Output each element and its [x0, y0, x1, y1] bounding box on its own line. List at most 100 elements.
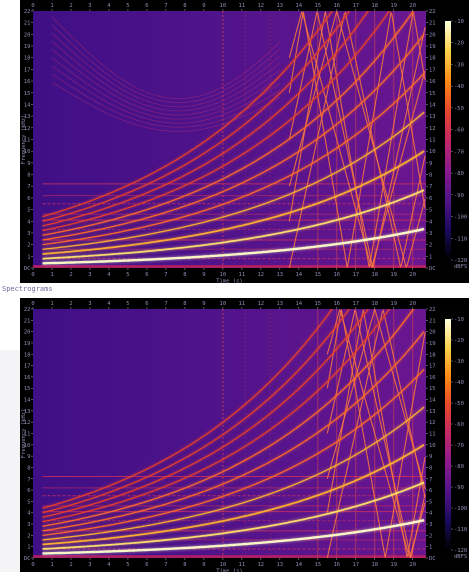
colorbar-unit: dBFS	[454, 264, 467, 270]
y-tick-label: 13	[24, 114, 31, 120]
y-tick-label: 21	[24, 318, 31, 324]
colorbar-tick-label: -70	[454, 149, 464, 155]
x-tick-label: 5	[126, 272, 129, 278]
y-tick-label-right: 19	[429, 341, 436, 347]
colorbar-tick-label: -20	[454, 338, 464, 344]
x-tick-label-top: 17	[352, 3, 359, 9]
x-tick-label: 10	[220, 272, 227, 278]
harmonic-curve	[42, 189, 425, 260]
y-tick-label: 16	[24, 375, 31, 381]
x-tick-label-top: 7	[164, 301, 167, 307]
caption-label: Spectrograms	[2, 285, 53, 293]
colorbar-tick-label: -80	[454, 171, 464, 177]
colorbar-tick-label: -90	[454, 193, 464, 199]
y-tick-label: 2	[27, 243, 30, 249]
y-tick-label-right: 14	[429, 102, 436, 108]
x-tick-label: 2	[69, 562, 72, 568]
y-tick-label: 10	[24, 443, 31, 449]
x-tick-label: 14	[295, 562, 302, 568]
colorbar-tick-label: -30	[454, 359, 464, 365]
x-tick-label: 1	[50, 272, 53, 278]
y-tick-label: 17	[24, 67, 31, 73]
page-background	[0, 350, 20, 572]
y-tick-label-right: 2	[429, 243, 432, 249]
y-axis-label: Frequency (kHz)	[21, 409, 27, 459]
y-tick-label-right: 19	[429, 44, 436, 50]
y-tick-label-right: 17	[429, 67, 436, 73]
y-tick-label: 18	[24, 352, 31, 358]
y-tick-label: 3	[27, 231, 30, 237]
y-tick-label: 10	[24, 149, 31, 155]
colorbar-tick-label: -80	[454, 464, 464, 470]
alias-arc	[51, 81, 280, 132]
x-tick-label-top: 9	[202, 301, 205, 307]
x-tick-label: 11	[239, 562, 246, 568]
x-tick-label: 15	[314, 272, 321, 278]
x-tick-label-top: 3	[88, 301, 91, 307]
alias-zigzag	[326, 309, 426, 558]
x-tick-label-top: 2	[69, 301, 72, 307]
plot-area	[33, 11, 426, 268]
y-tick-label-right: 15	[429, 386, 436, 392]
y-tick-label: 5	[27, 499, 30, 505]
x-axis: 0011223344556677889910101111121213131414…	[31, 3, 416, 283]
x-tick-label: 6	[145, 562, 148, 568]
y-tick-label-right: 20	[429, 330, 436, 336]
x-tick-label-top: 1	[50, 3, 53, 9]
y-tick-label: 7	[27, 477, 30, 483]
y-tick-label: 21	[24, 21, 31, 27]
x-tick-label: 20	[409, 562, 416, 568]
x-tick-label: 12	[258, 562, 265, 568]
y-tick-label-right: 17	[429, 364, 436, 370]
harmonic-curve	[42, 11, 333, 218]
colorbar-tick-label: -60	[454, 128, 464, 134]
y-tick-label: 6	[27, 488, 30, 494]
y-axis-label: Frequency (kHz)	[21, 115, 27, 165]
y-tick-label-right: 8	[429, 465, 432, 471]
harmonic-curve	[42, 406, 425, 541]
colorbar: -10 -20 -30 -40 -50 -60 -70 -80 -90 -100 -110 -120d…	[445, 317, 467, 560]
harmonic-curve	[42, 72, 425, 246]
harmonic-curve	[42, 11, 351, 222]
spectrogram-chart-bottom: 0011223344556677889910101111121213131414…	[21, 301, 467, 572]
y-tick-label-right: 22	[429, 9, 436, 15]
x-tick-label: 14	[295, 272, 302, 278]
harmonic-curve	[42, 309, 369, 518]
y-tick-label-right: 18	[429, 352, 436, 358]
y-tick-label-right: 21	[429, 318, 436, 324]
colorbar-tick-label: -120	[454, 258, 467, 264]
y-tick-label-right: 10	[429, 443, 436, 449]
colorbar-gradient	[445, 319, 451, 550]
x-tick-label: 9	[202, 562, 205, 568]
x-tick-label: 0	[31, 562, 34, 568]
colorbar-tick-label: -100	[454, 215, 467, 221]
alias-arc	[51, 32, 281, 108]
y-tick-label: 19	[24, 341, 31, 347]
x-tick-label-top: 3	[88, 3, 91, 9]
y-tick-label-right: 9	[429, 161, 432, 167]
x-tick-label: 16	[333, 272, 340, 278]
y-tick-label: 2	[27, 533, 30, 539]
y-tick-label-right: 8	[429, 173, 432, 179]
y-tick-label: 12	[24, 420, 31, 426]
dc-band	[33, 265, 426, 268]
harmonic-curve	[42, 368, 425, 537]
x-tick-label: 9	[202, 272, 205, 278]
x-tick-label-top: 4	[107, 3, 111, 9]
y-tick-label-right: 1	[429, 545, 432, 551]
y-tick-label: 19	[24, 44, 31, 50]
harmonic-curve	[42, 309, 333, 509]
x-tick-label-top: 16	[333, 3, 340, 9]
y-tick-label-right: 16	[429, 375, 436, 381]
y-tick-label-right: 1	[429, 254, 432, 260]
x-tick-label-top: 10	[220, 301, 227, 307]
y-tick-label: 20	[24, 330, 31, 336]
y-tick-label-right: 9	[429, 454, 432, 460]
alias-zigzag	[288, 11, 426, 268]
dc-band	[33, 555, 426, 558]
x-tick-label-top: 7	[164, 3, 167, 9]
y-tick-label-right: 6	[429, 488, 432, 494]
y-tick-label-right: 12	[429, 420, 436, 426]
colorbar-tick-label: -40	[454, 380, 464, 386]
